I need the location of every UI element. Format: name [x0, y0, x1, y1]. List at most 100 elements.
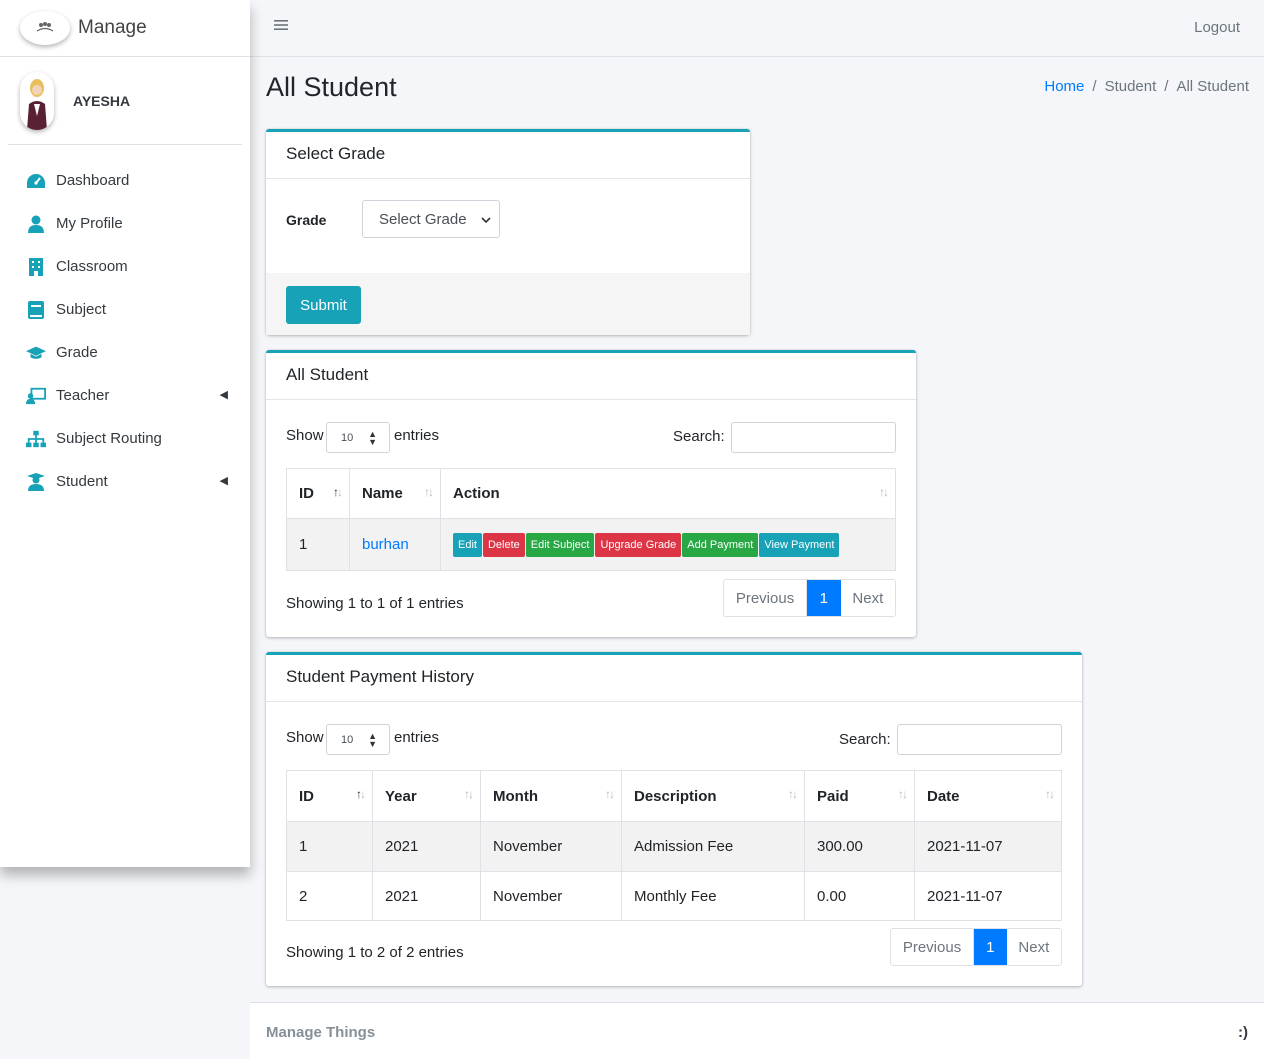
- sort-icon: ↑↓: [788, 787, 798, 801]
- cell-paid: 0.00: [804, 871, 915, 921]
- user-graduate-icon: [26, 472, 46, 492]
- cell-year: 2021: [372, 871, 481, 921]
- column-header-month[interactable]: Month ↑↓: [480, 770, 622, 822]
- grade-select-value: Select Grade: [379, 210, 467, 228]
- add-payment-button[interactable]: Add Payment: [682, 532, 759, 557]
- cell-month: November: [480, 821, 622, 872]
- card-title: Select Grade: [266, 132, 750, 179]
- sidebar-item-label: Teacher: [56, 387, 110, 404]
- cell-paid: 300.00: [804, 821, 915, 872]
- cell-id: 1: [286, 518, 350, 571]
- footer: Manage Things :): [250, 1002, 1264, 1059]
- select-grade-card: Select Grade Grade Select Grade Submit: [266, 129, 750, 335]
- hamburger-menu-icon[interactable]: [274, 18, 288, 36]
- table-header-row: ID ↑↓ Year ↑↓ Month ↑↓ Description ↑↓ Paid ↑↓…: [286, 770, 1062, 822]
- all-student-card: All Student Show 10 ▲ ▼ entries Search: I…: [266, 350, 916, 637]
- footer-smiley: :): [1238, 1024, 1248, 1041]
- entries-select-value: 10: [341, 431, 354, 444]
- column-header-year[interactable]: Year ↑↓: [372, 770, 481, 822]
- delete-button[interactable]: Delete: [482, 532, 525, 557]
- sort-icon: ↑↓: [898, 787, 908, 801]
- entries-label: entries: [394, 427, 440, 444]
- sidebar: Manage AYESHA Dashboard My Profile Class…: [0, 0, 250, 867]
- user-panel[interactable]: AYESHA: [8, 57, 242, 145]
- cell-description: Admission Fee: [621, 821, 805, 872]
- sidebar-item-grade[interactable]: Grade: [0, 331, 250, 374]
- column-header-paid[interactable]: Paid ↑↓: [804, 770, 915, 822]
- search-label: Search:: [673, 428, 725, 445]
- cell-description: Monthly Fee: [621, 871, 805, 921]
- card-title: All Student: [266, 353, 916, 400]
- upgrade-grade-button[interactable]: Upgrade Grade: [595, 532, 682, 557]
- pagination-page[interactable]: 1: [974, 929, 1007, 965]
- sidebar-item-dashboard[interactable]: Dashboard: [0, 159, 250, 202]
- logout-link[interactable]: Logout: [1194, 19, 1240, 36]
- book-icon: [26, 300, 46, 320]
- sidebar-item-classroom[interactable]: Classroom: [0, 245, 250, 288]
- brand-logo-icon: [20, 11, 70, 45]
- edit-subject-button[interactable]: Edit Subject: [525, 532, 595, 557]
- student-name-link[interactable]: burhan: [362, 536, 409, 553]
- table-row: 2 2021 November Monthly Fee 0.00 2021-11…: [286, 871, 1062, 921]
- sort-asc-icon: ↑↓: [333, 485, 343, 499]
- submit-button[interactable]: Submit: [286, 286, 361, 324]
- sidebar-item-teacher[interactable]: Teacher ◀: [0, 374, 250, 417]
- sidebar-item-label: My Profile: [56, 215, 123, 232]
- column-header-id[interactable]: ID ↑↓: [286, 468, 350, 519]
- sidebar-item-label: Grade: [56, 344, 98, 361]
- breadcrumb: Home / Student / All Student: [1044, 78, 1249, 95]
- search-input[interactable]: [897, 724, 1062, 755]
- column-header-description[interactable]: Description ↑↓: [621, 770, 805, 822]
- chevron-left-icon[interactable]: ◀: [219, 475, 228, 487]
- sidebar-item-my-profile[interactable]: My Profile: [0, 202, 250, 245]
- entries-select[interactable]: 10 ▲ ▼: [326, 724, 390, 755]
- column-header-action[interactable]: Action ↑↓: [440, 468, 896, 519]
- payment-history-card: Student Payment History Show 10 ▲ ▼ entri…: [266, 652, 1082, 986]
- pagination-next[interactable]: Next: [1018, 938, 1050, 956]
- entries-select[interactable]: 10 ▲ ▼: [326, 422, 390, 453]
- building-icon: [26, 257, 46, 277]
- breadcrumb-separator: /: [1164, 78, 1169, 95]
- chalkboard-teacher-icon: [26, 386, 46, 406]
- sidebar-item-label: Dashboard: [56, 172, 130, 189]
- column-header-name[interactable]: Name ↑↓: [349, 468, 441, 519]
- topbar: Logout: [250, 0, 1264, 57]
- payments-table: ID ↑↓ Year ↑↓ Month ↑↓ Description ↑↓ Paid ↑↓…: [286, 770, 1062, 921]
- sidebar-item-student[interactable]: Student ◀: [0, 460, 250, 503]
- search-input[interactable]: [731, 422, 896, 453]
- students-table: ID ↑↓ Name ↑↓ Action ↑↓ 1 burhan Edit Delete…: [286, 468, 896, 571]
- view-payment-button[interactable]: View Payment: [759, 532, 840, 557]
- sort-arrows-icon: ▲ ▼: [368, 429, 377, 447]
- sort-icon: ↑↓: [605, 787, 615, 801]
- cell-actions: Edit Delete Edit Subject Upgrade Grade Add P…: [440, 518, 896, 571]
- breadcrumb-section: Student: [1104, 78, 1157, 95]
- sort-icon: ↑↓: [424, 485, 434, 499]
- sitemap-icon: [26, 429, 46, 449]
- sidebar-item-subject-routing[interactable]: Subject Routing: [0, 417, 250, 460]
- column-header-id[interactable]: ID ↑↓: [286, 770, 373, 822]
- breadcrumb-current: All Student: [1176, 78, 1249, 95]
- sidebar-item-label: Classroom: [56, 258, 128, 275]
- brand[interactable]: Manage: [0, 0, 250, 57]
- pagination-page[interactable]: 1: [807, 580, 841, 616]
- pagination-previous[interactable]: Previous: [891, 929, 975, 965]
- sidebar-nav: Dashboard My Profile Classroom Subject G…: [0, 159, 250, 503]
- graduation-cap-icon: [26, 343, 46, 363]
- breadcrumb-home[interactable]: Home: [1044, 78, 1085, 95]
- avatar[interactable]: [20, 71, 54, 130]
- pagination-previous[interactable]: Previous: [724, 580, 808, 616]
- table-info: Showing 1 to 2 of 2 entries: [286, 944, 464, 961]
- sidebar-item-subject[interactable]: Subject: [0, 288, 250, 331]
- sort-icon: ↑↓: [1045, 787, 1055, 801]
- column-header-date[interactable]: Date ↑↓: [914, 770, 1062, 822]
- sort-arrows-icon: ▲ ▼: [368, 731, 377, 749]
- edit-button[interactable]: Edit: [453, 532, 482, 557]
- chevron-left-icon[interactable]: ◀: [219, 389, 228, 401]
- grade-label: Grade: [286, 212, 327, 228]
- pagination-next[interactable]: Next: [852, 589, 884, 607]
- cell-id: 2: [286, 871, 373, 921]
- table-row: 1 2021 November Admission Fee 300.00 202…: [286, 821, 1062, 872]
- user-name[interactable]: AYESHA: [73, 92, 131, 109]
- sidebar-item-label: Subject Routing: [56, 430, 162, 447]
- grade-select[interactable]: Select Grade: [362, 200, 500, 238]
